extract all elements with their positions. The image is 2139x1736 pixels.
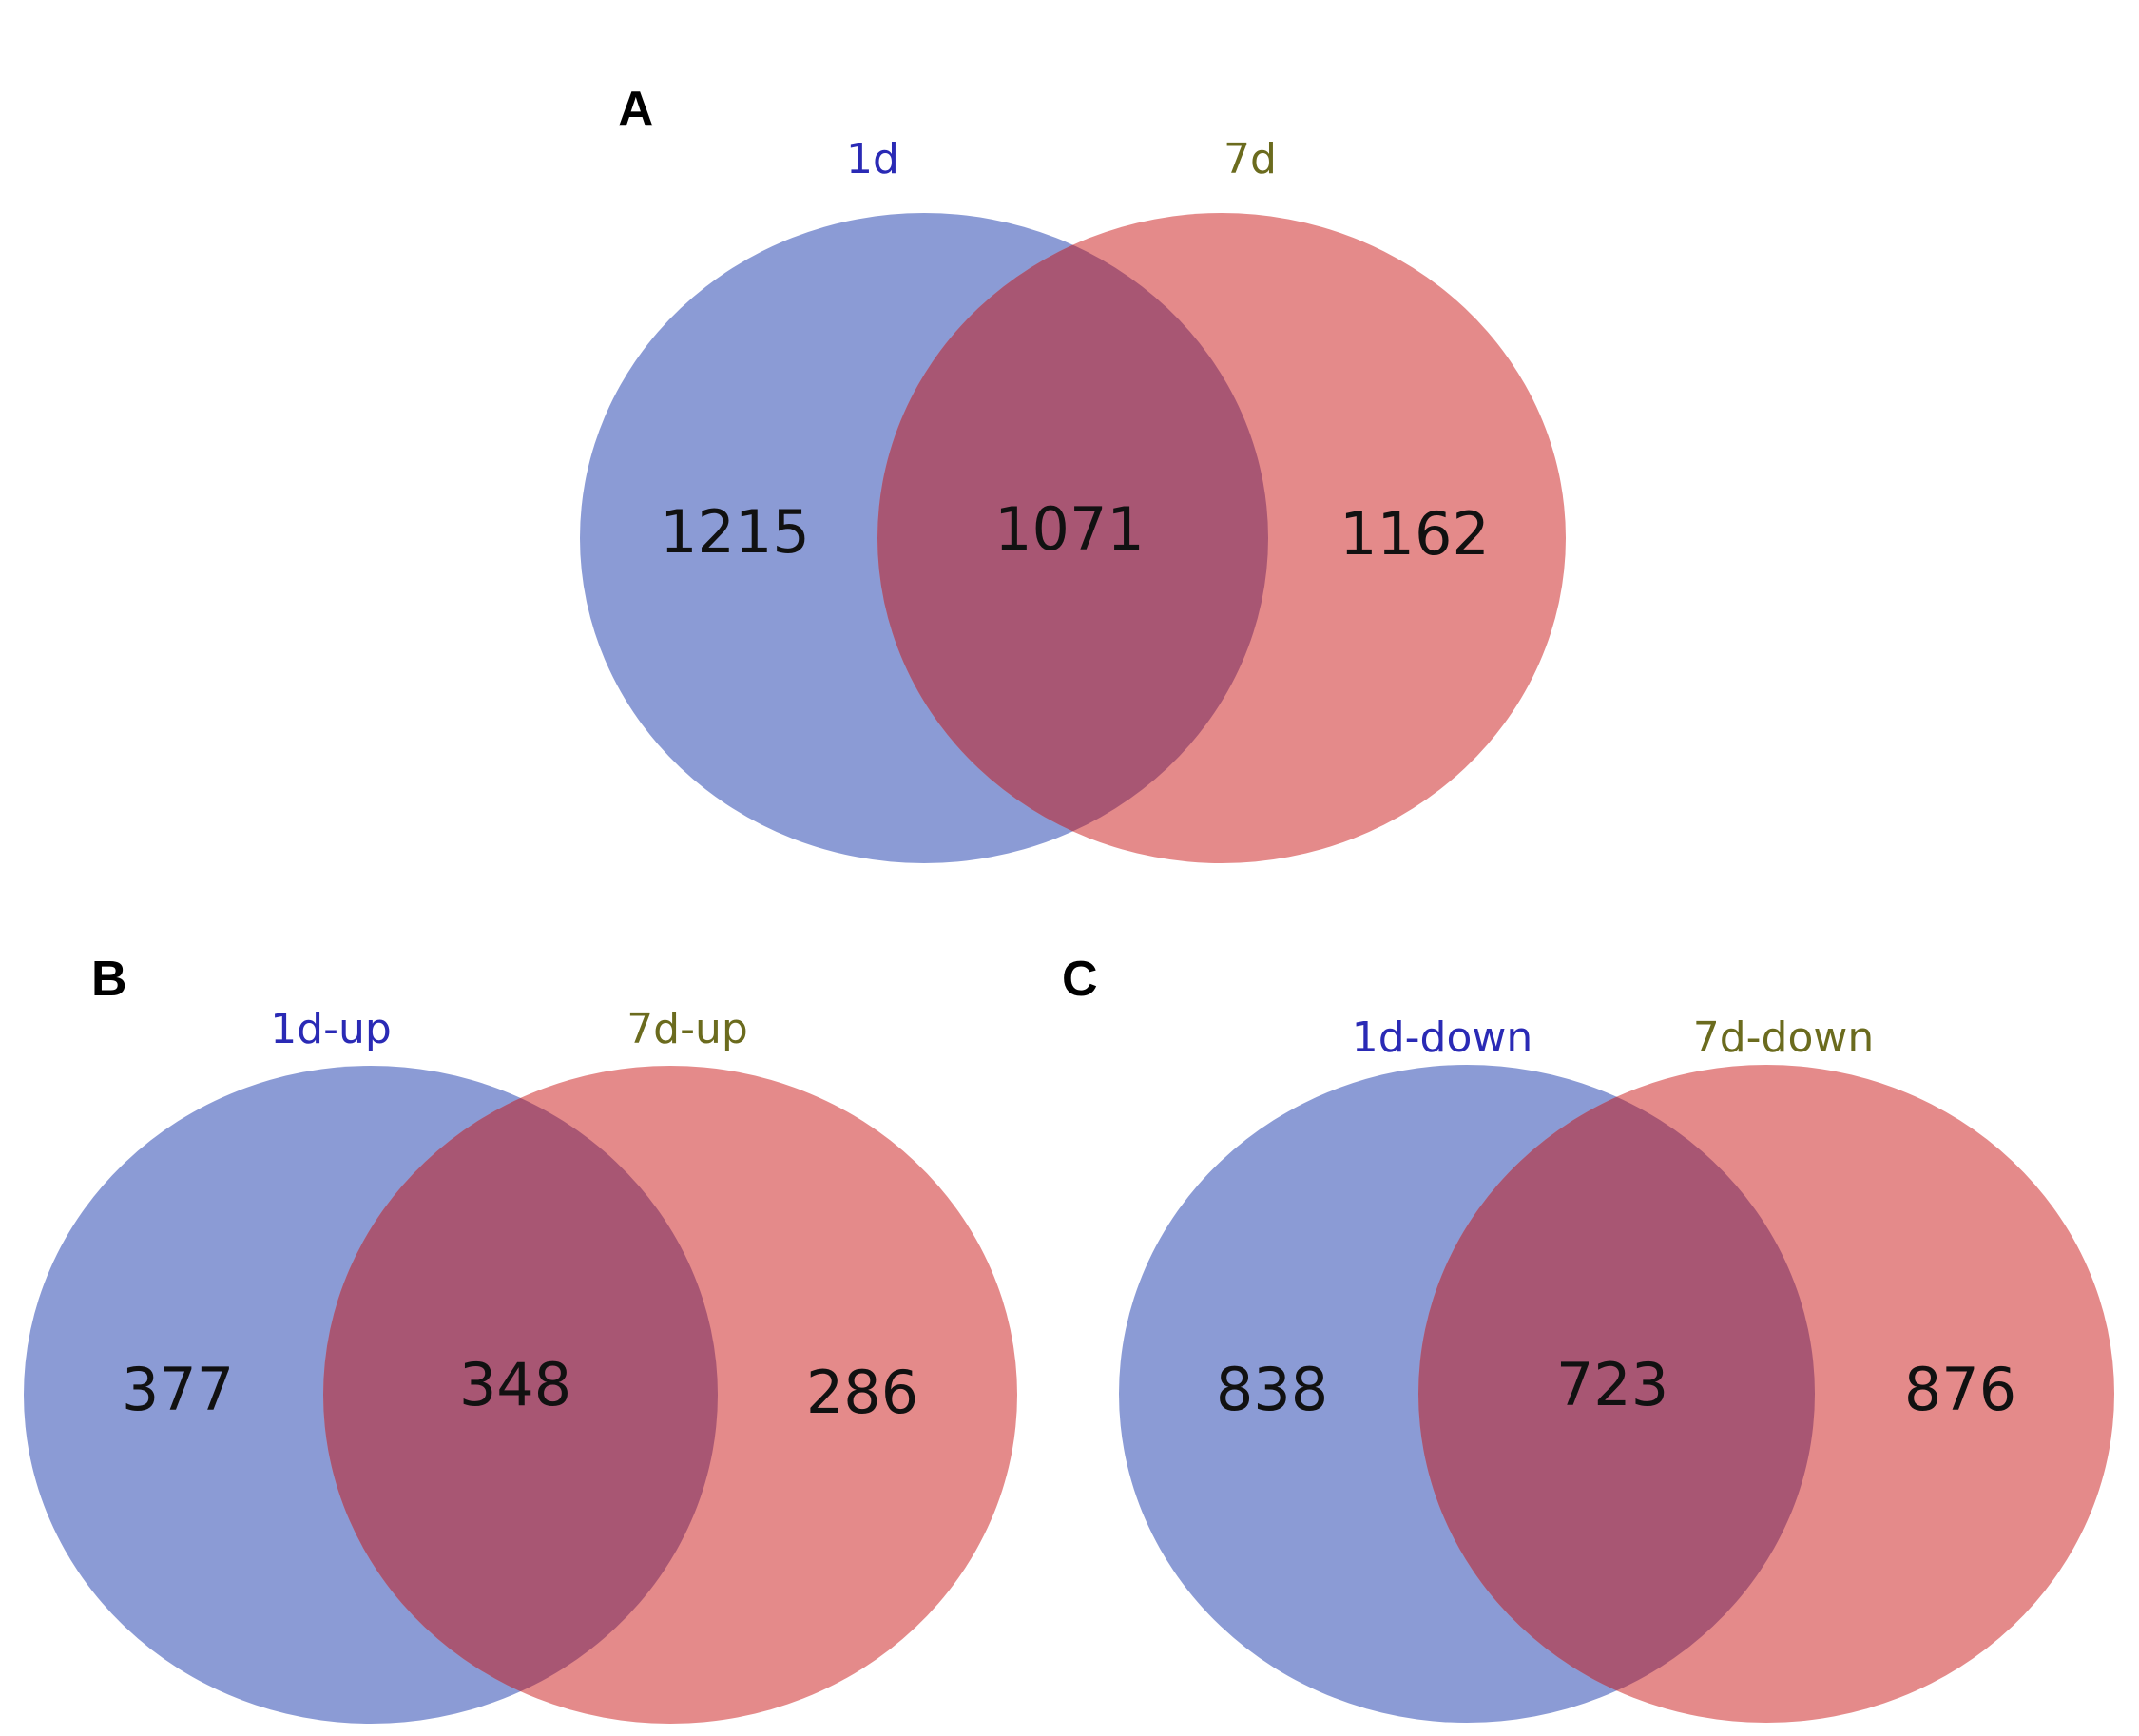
panel-letter-c: C — [1062, 952, 1098, 1007]
set-b-label: 7d — [1224, 135, 1277, 183]
only-b-count: 876 — [1904, 1355, 2016, 1424]
set-a-label: 1d — [846, 135, 899, 183]
set-b-label: 7d-up — [626, 1005, 748, 1053]
only-a-count: 838 — [1216, 1355, 1328, 1424]
panel-letter-b: B — [91, 952, 127, 1007]
overlap-region — [877, 213, 1268, 863]
intersection-count: 1071 — [994, 494, 1145, 564]
only-a-count: 377 — [122, 1355, 234, 1424]
intersection-count: 723 — [1556, 1350, 1668, 1419]
only-b-count: 1162 — [1339, 499, 1490, 569]
overlap-region — [1418, 1065, 1815, 1723]
set-a-label: 1d-down — [1352, 1013, 1533, 1062]
intersection-count: 348 — [459, 1350, 571, 1419]
venn-panel-c: C 1d-down 7d-down 838 723 876 — [1062, 952, 2114, 1723]
only-b-count: 286 — [806, 1358, 918, 1427]
panel-letter-a: A — [618, 82, 654, 137]
venn-panel-a: A 1d 7d 1215 1071 1162 — [580, 82, 1566, 863]
only-a-count: 1215 — [660, 497, 810, 567]
overlap-region — [323, 1066, 718, 1724]
set-a-label: 1d-up — [270, 1005, 392, 1053]
venn-panel-b: B 1d-up 7d-up 377 348 286 — [24, 952, 1017, 1724]
set-b-label: 7d-down — [1693, 1013, 1875, 1062]
